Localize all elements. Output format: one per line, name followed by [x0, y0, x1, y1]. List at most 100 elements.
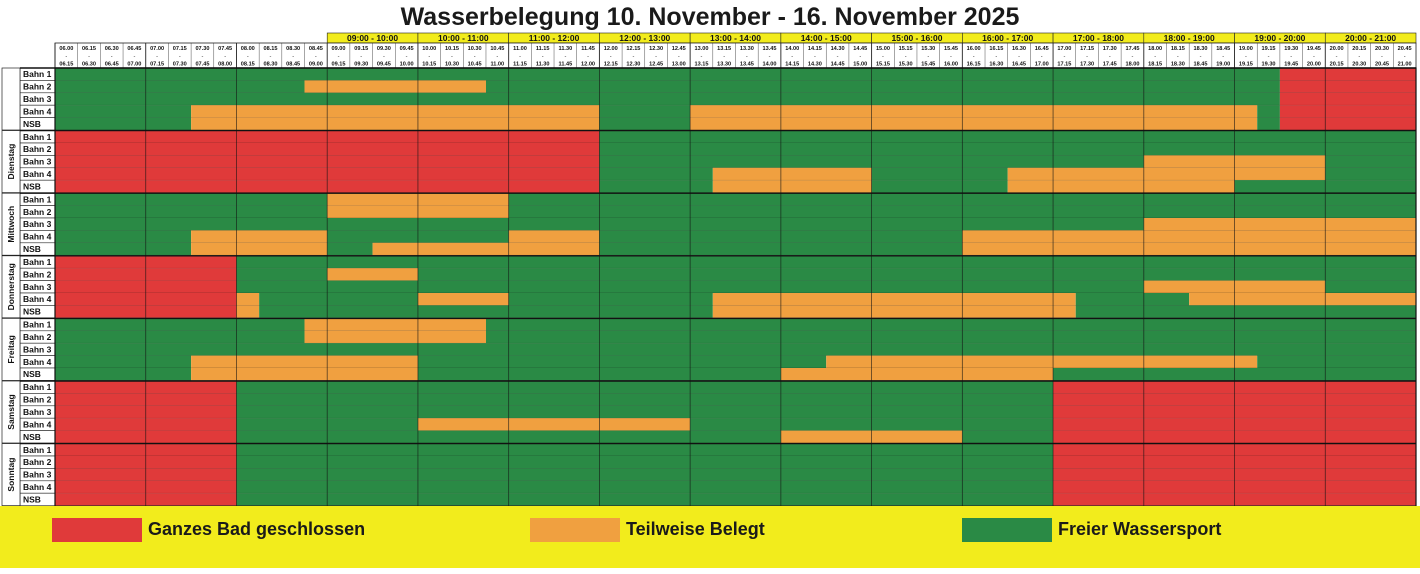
slot-dash: -	[1381, 54, 1383, 60]
slot-end-label: 13.00	[672, 62, 686, 68]
segment-partial	[372, 242, 600, 256]
segment-free	[236, 493, 1054, 506]
slot-dash: -	[179, 54, 181, 60]
slot-end-label: 15.00	[853, 62, 867, 68]
slot-dash: -	[632, 54, 634, 60]
hour-header-label: 19:00 - 20:00	[1254, 33, 1305, 43]
lane-label: Bahn 3	[23, 344, 52, 354]
segment-partial	[304, 318, 486, 331]
segment-partial	[236, 293, 260, 306]
segment-partial	[508, 230, 600, 243]
segment-free	[1075, 305, 1416, 318]
segment-partial	[191, 105, 600, 118]
slot-dash: -	[1336, 54, 1338, 60]
segment-free	[55, 193, 328, 206]
segment-free	[55, 343, 1416, 356]
lane-label: Bahn 1	[23, 445, 52, 455]
lane-label: Bahn 1	[23, 257, 52, 267]
slot-end-label: 10.15	[422, 62, 436, 68]
segment-free	[871, 180, 1008, 193]
slot-end-label: 11.30	[536, 62, 550, 68]
slot-dash: -	[973, 54, 975, 60]
slot-start-label: 14.00	[785, 46, 799, 52]
slot-dash: -	[451, 54, 453, 60]
slot-start-label: 11.30	[559, 46, 573, 52]
slot-dash: -	[678, 54, 680, 60]
slot-dash: -	[519, 54, 521, 60]
segment-closed	[1279, 105, 1416, 118]
slot-dash: -	[1290, 54, 1292, 60]
hour-header-label: 14:00 - 15:00	[801, 33, 852, 43]
slot-start-label: 08.15	[263, 46, 277, 52]
lane-label: Bahn 1	[23, 382, 52, 392]
slot-dash: -	[383, 54, 385, 60]
segment-partial	[1189, 293, 1416, 306]
lane-label: Bahn 2	[23, 269, 52, 279]
slot-dash: -	[224, 54, 226, 60]
slot-end-label: 06.15	[59, 62, 73, 68]
segment-free	[55, 242, 192, 256]
day-label-cell	[1, 443, 21, 506]
segment-partial	[1143, 218, 1416, 231]
day-label-cell	[1, 255, 21, 319]
segment-free	[55, 68, 1280, 81]
slot-dash: -	[701, 54, 703, 60]
lane-label: Bahn 3	[23, 470, 52, 480]
segment-free	[1325, 155, 1416, 168]
segment-free	[55, 368, 192, 381]
slot-start-label: 19.15	[1262, 46, 1276, 52]
slot-start-label: 18.45	[1216, 46, 1230, 52]
slot-start-label: 08.00	[241, 46, 255, 52]
segment-free	[1325, 167, 1416, 181]
slot-start-label: 09.30	[377, 46, 391, 52]
slot-end-label: 12.00	[581, 62, 595, 68]
day-label: Samstag	[6, 394, 16, 429]
lane-label: Bahn 2	[23, 82, 52, 92]
slot-end-label: 08.45	[286, 62, 300, 68]
slot-start-label: 08.45	[309, 46, 323, 52]
hour-header-label: 16:00 - 17:00	[982, 33, 1033, 43]
slot-start-label: 20.00	[1330, 46, 1344, 52]
lane-label: Bahn 3	[23, 282, 52, 292]
lane-label: NSB	[23, 307, 41, 317]
slot-end-label: 06.45	[105, 62, 119, 68]
slot-dash: -	[202, 54, 204, 60]
hour-header-label: 13:00 - 14:00	[710, 33, 761, 43]
segment-free	[508, 293, 713, 306]
day-label-cell	[1, 318, 21, 381]
slot-dash: -	[1358, 54, 1360, 60]
slot-start-label: 18.15	[1171, 46, 1185, 52]
slot-start-label: 13.45	[763, 46, 777, 52]
slot-start-label: 16.45	[1035, 46, 1049, 52]
slot-start-label: 19.00	[1239, 46, 1253, 52]
segment-free	[871, 167, 1008, 181]
lane-label: NSB	[23, 181, 41, 191]
segment-free	[236, 456, 1054, 469]
segment-partial	[304, 330, 486, 344]
slot-start-label: 10.30	[468, 46, 482, 52]
lane-label: NSB	[23, 119, 41, 129]
slot-end-label: 08.00	[218, 62, 232, 68]
slot-end-label: 15.30	[899, 62, 913, 68]
slot-start-label: 17.15	[1080, 46, 1094, 52]
slot-end-label: 14.30	[808, 62, 822, 68]
slot-start-label: 09.15	[354, 46, 368, 52]
slot-start-label: 12.15	[626, 46, 640, 52]
segment-free	[485, 80, 1280, 93]
slot-start-label: 10.45	[490, 46, 504, 52]
segment-free	[55, 230, 192, 243]
slot-start-label: 12.30	[649, 46, 663, 52]
lane-label: Bahn 2	[23, 332, 52, 342]
segment-free	[417, 355, 827, 368]
segment-free	[236, 381, 1054, 394]
slot-end-label: 18.00	[1125, 62, 1139, 68]
segment-free	[599, 105, 691, 118]
slot-dash: -	[1404, 54, 1406, 60]
slot-dash: -	[247, 54, 249, 60]
lane-label: Bahn 4	[23, 169, 52, 179]
segment-free	[236, 393, 1054, 406]
slot-end-label: 08.15	[241, 62, 255, 68]
slot-start-label: 06.15	[82, 46, 96, 52]
slot-end-label: 16.15	[967, 62, 981, 68]
slot-dash: -	[1313, 54, 1315, 60]
